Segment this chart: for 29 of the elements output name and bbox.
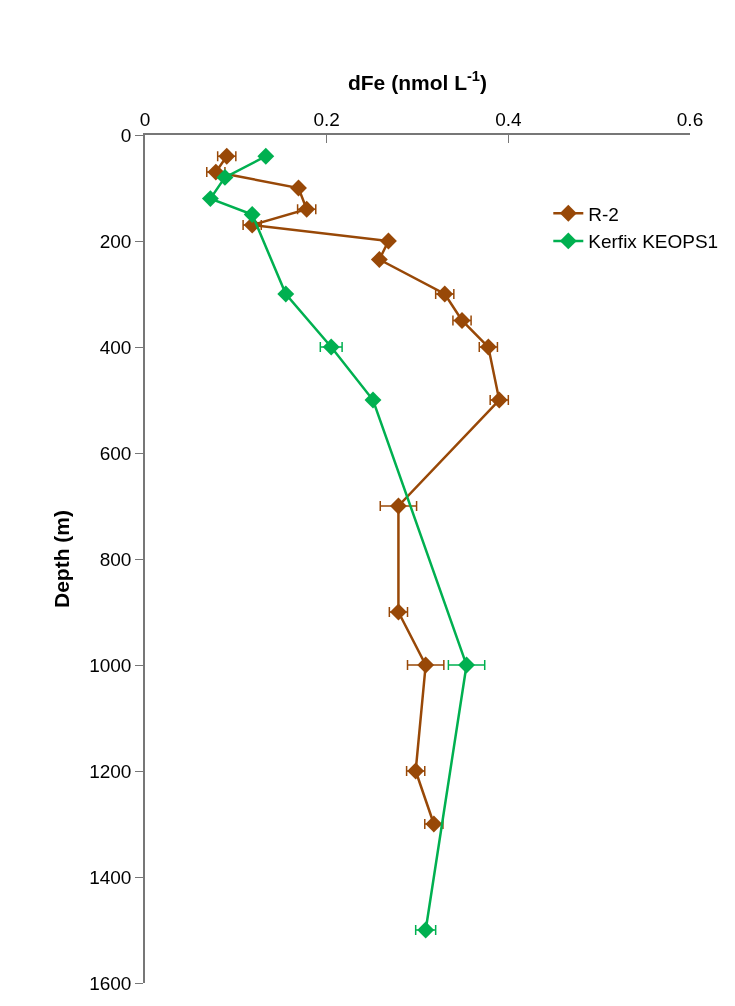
x-tick-label: 0 bbox=[139, 108, 151, 130]
legend-label: Kerfix KEOPS1 bbox=[588, 231, 719, 253]
point bbox=[389, 497, 407, 515]
y-tick-label: 1600 bbox=[89, 972, 132, 994]
y-tick-label: 0 bbox=[120, 124, 132, 146]
y-tick-label: 800 bbox=[99, 548, 132, 570]
point bbox=[277, 285, 295, 303]
point bbox=[243, 206, 261, 223]
point bbox=[417, 656, 435, 674]
x-tick-label: 0.4 bbox=[495, 108, 522, 130]
point bbox=[201, 190, 219, 208]
point bbox=[364, 391, 382, 409]
x-axis-title: dFe (nmol L$^{-1}$) bbox=[347, 68, 488, 95]
legend-label: R-2 bbox=[588, 203, 619, 225]
point bbox=[257, 147, 275, 165]
point bbox=[370, 251, 388, 268]
y-tick-label: 600 bbox=[99, 442, 132, 464]
y-tick-label: 1400 bbox=[89, 866, 132, 888]
y-tick-label: 400 bbox=[99, 336, 132, 358]
point bbox=[379, 232, 397, 250]
x-tick-label: 0.6 bbox=[676, 108, 704, 130]
point bbox=[216, 168, 234, 186]
point bbox=[290, 179, 307, 197]
point bbox=[458, 656, 475, 674]
y-axis-title: Depth (m) bbox=[49, 510, 73, 608]
y-tick-label: 200 bbox=[99, 230, 132, 252]
x-tick-label: 0.2 bbox=[313, 108, 340, 130]
y-tick-label: 1200 bbox=[89, 760, 132, 782]
y-tick-label: 1000 bbox=[89, 654, 132, 676]
